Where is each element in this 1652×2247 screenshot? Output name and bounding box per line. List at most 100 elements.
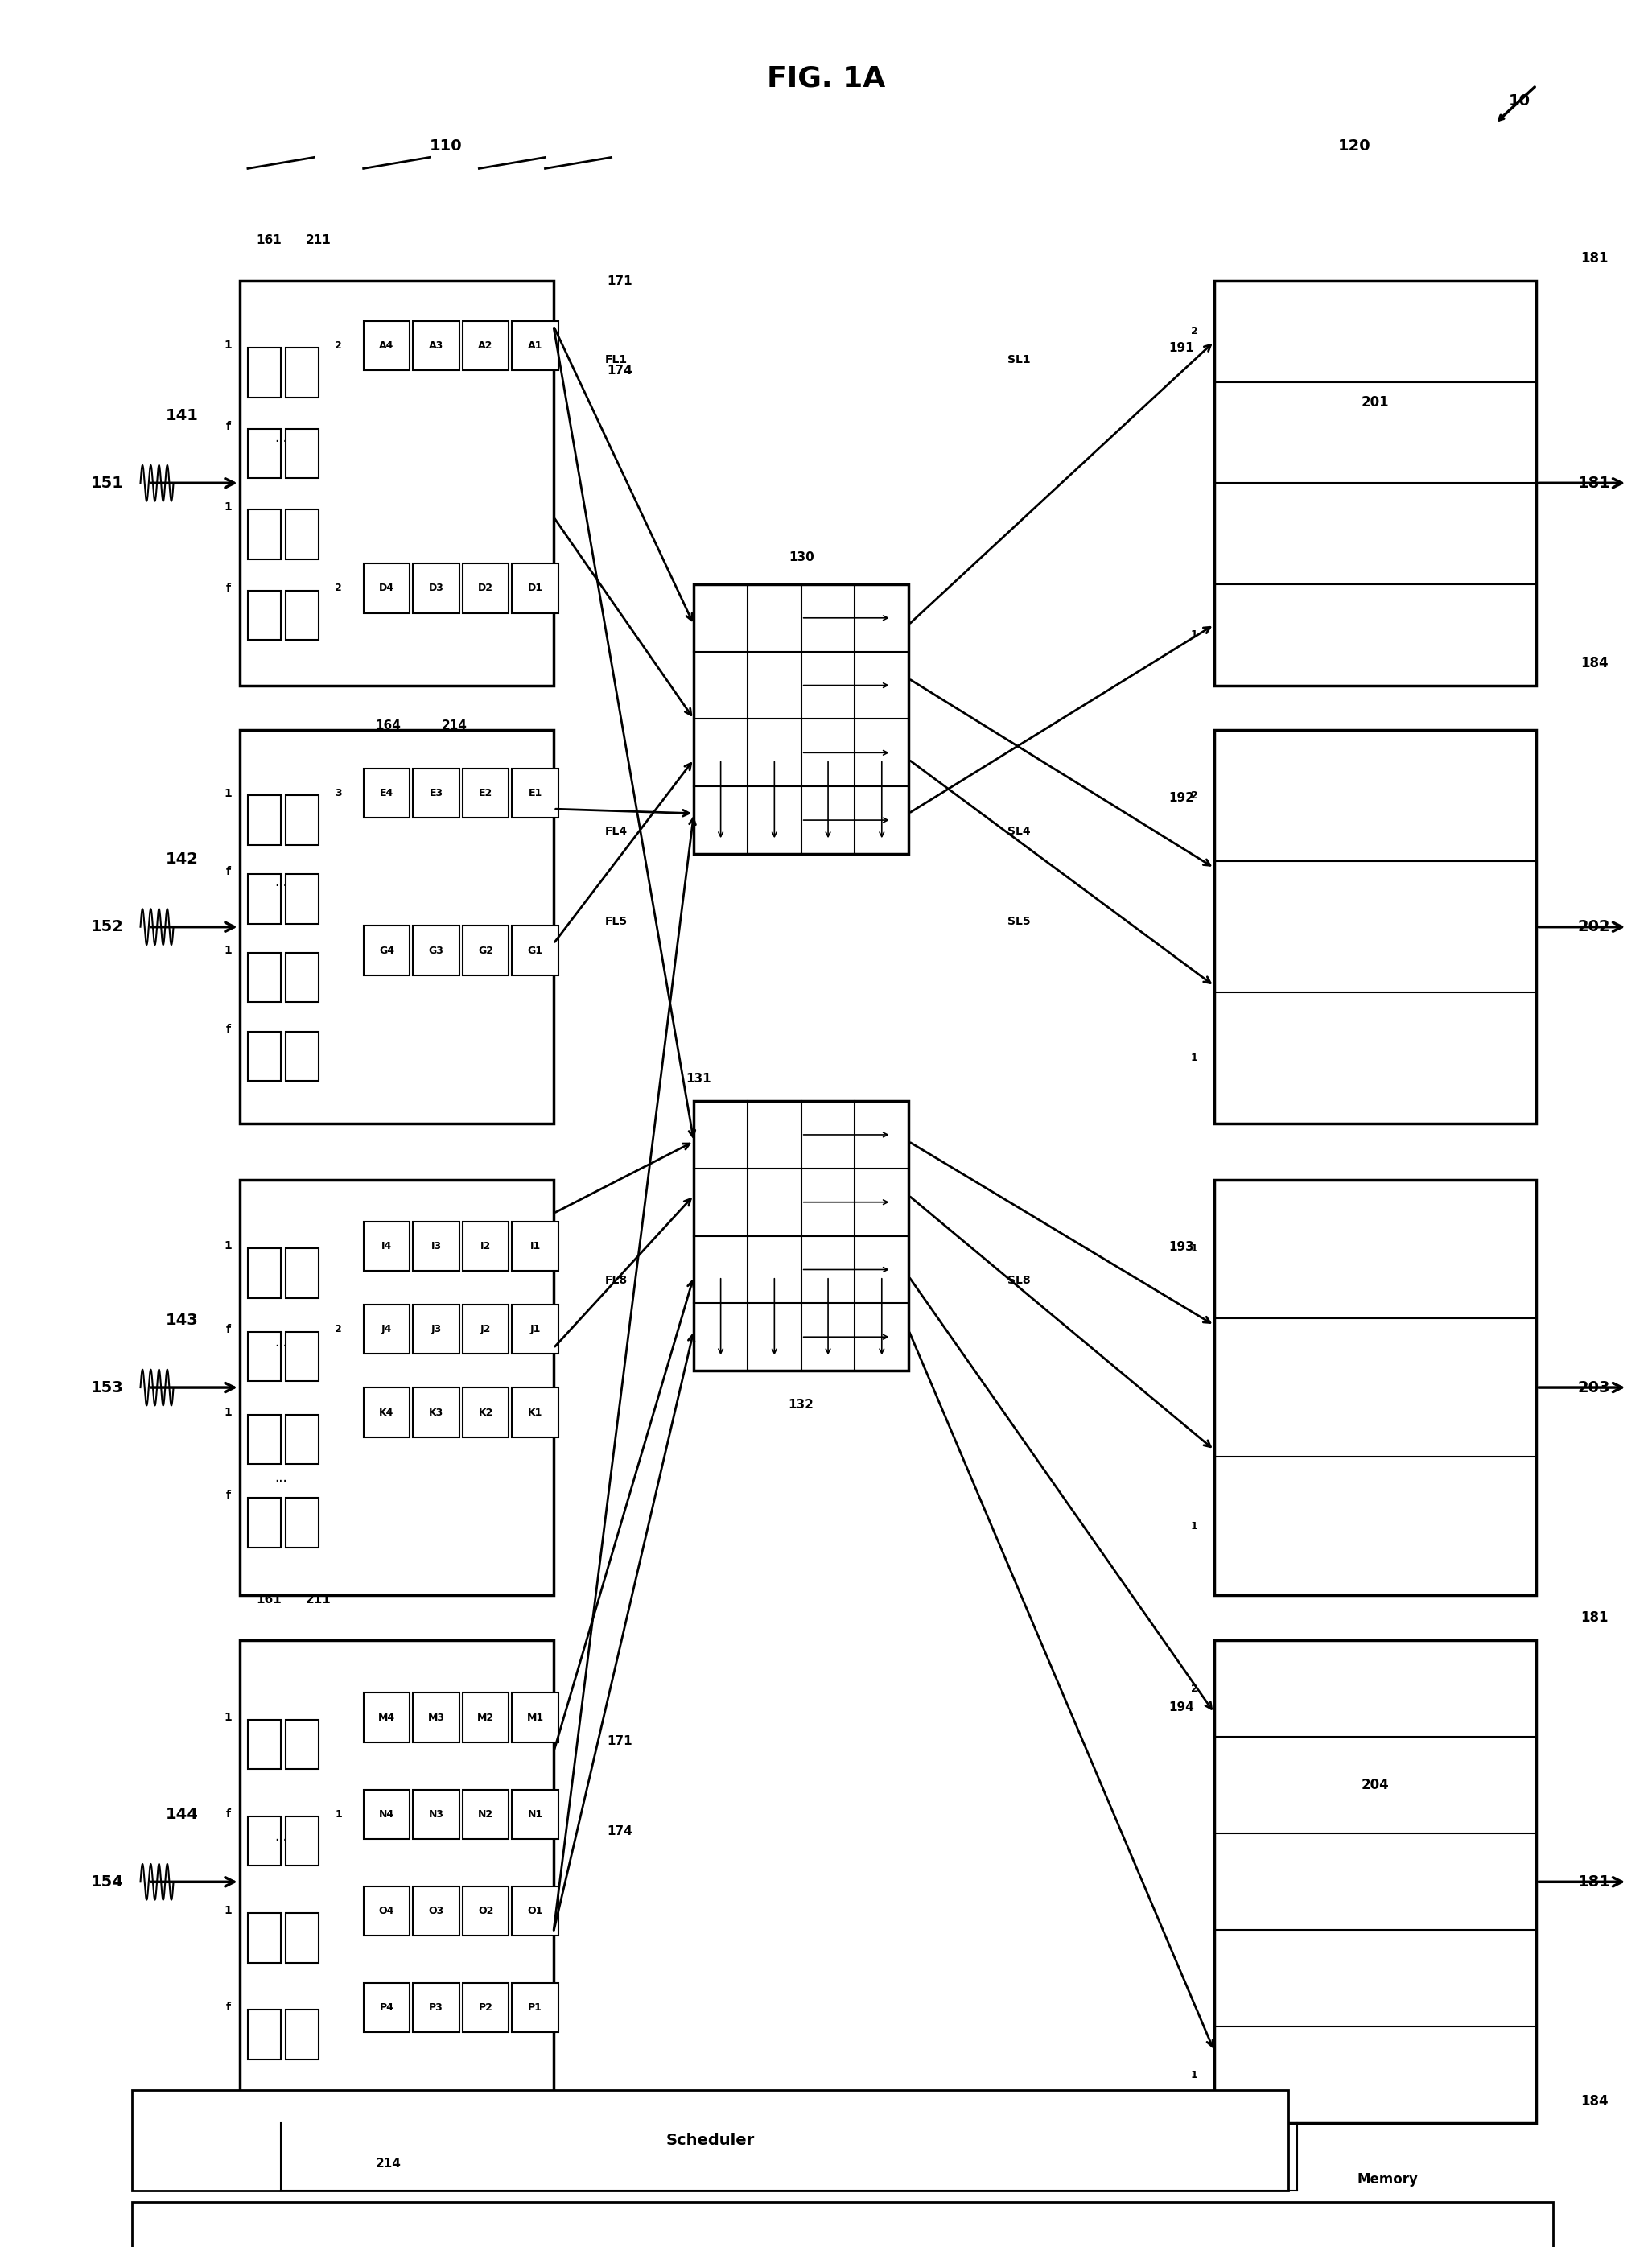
Bar [363,1389,410,1438]
Bar [286,1912,319,1962]
Text: K1: K1 [529,1407,542,1418]
Text: E1: E1 [529,789,542,798]
Text: 1: 1 [1191,1521,1198,1530]
Text: 130: 130 [788,551,814,564]
Text: 191: 191 [1168,342,1194,355]
Text: Scheduler: Scheduler [666,2132,755,2148]
Text: P2: P2 [479,2002,492,2013]
Text: G1: G1 [527,946,544,955]
Bar [286,2009,319,2058]
Text: A2: A2 [479,339,492,351]
Text: f: f [226,2002,230,2013]
Bar [286,1416,319,1465]
Text: 174: 174 [606,1825,633,1838]
Bar [1214,281,1536,685]
Bar [512,768,558,818]
Bar [363,926,410,975]
Text: 1: 1 [225,501,231,512]
Text: 154: 154 [91,1874,124,1890]
Bar [413,768,459,818]
Bar [248,1416,281,1465]
Bar [512,1692,558,1741]
Bar [1214,730,1536,1124]
Bar [512,1789,558,1838]
Bar [363,1789,410,1838]
Bar [512,1222,558,1272]
Text: K4: K4 [380,1407,393,1418]
Bar [286,953,319,1002]
Bar [286,348,319,398]
Text: G3: G3 [428,946,444,955]
Text: ...: ... [274,431,287,445]
Text: 181: 181 [1578,476,1611,490]
Text: D4: D4 [378,582,395,593]
Text: O1: O1 [527,1905,544,1917]
Text: N1: N1 [527,1809,544,1820]
Text: 144: 144 [165,1807,198,1822]
Bar [248,510,281,560]
Text: 192: 192 [1168,791,1194,804]
Text: 181: 181 [1581,1611,1607,1625]
Text: 211: 211 [306,1593,330,1607]
Bar [363,1222,410,1272]
Bar [286,429,319,479]
Text: 141: 141 [165,409,198,422]
Bar [694,584,909,854]
Bar [286,795,319,845]
Text: 1: 1 [225,1712,231,1723]
Bar [413,1222,459,1272]
Text: K2: K2 [479,1407,492,1418]
Bar [286,1719,319,1768]
Text: M2: M2 [477,1712,494,1723]
Text: f: f [226,1809,230,1820]
Text: G2: G2 [477,946,494,955]
Text: E3: E3 [430,789,443,798]
Text: O4: O4 [378,1905,395,1917]
Text: K3: K3 [430,1407,443,1418]
Text: O2: O2 [477,1905,494,1917]
Text: f: f [226,420,230,431]
Text: 1: 1 [225,1240,231,1252]
Bar [512,321,558,371]
Bar [286,1332,319,1382]
Bar [286,1816,319,1865]
Text: 143: 143 [165,1312,198,1328]
Text: 10: 10 [1508,94,1531,108]
Text: J2: J2 [481,1323,491,1335]
Text: 1: 1 [1191,1054,1198,1063]
Bar [286,1249,319,1299]
Text: P1: P1 [529,2002,542,2013]
Bar [413,1692,459,1741]
Text: f: f [226,1323,230,1335]
Text: SL8: SL8 [1008,1274,1031,1288]
Bar [240,1180,553,1595]
Text: N3: N3 [428,1809,444,1820]
Bar [512,1306,558,1355]
Bar [248,795,281,845]
Text: 184: 184 [1581,2094,1607,2108]
Text: f: f [226,1022,230,1036]
Text: N2: N2 [477,1809,494,1820]
Text: J4: J4 [382,1323,392,1335]
Text: ...: ... [274,1829,287,1845]
Text: 184: 184 [1581,656,1607,670]
Text: D3: D3 [428,582,444,593]
Text: 131: 131 [686,1072,710,1085]
Text: J1: J1 [530,1323,540,1335]
Text: f: f [226,865,230,879]
Text: A4: A4 [380,339,393,351]
Bar [240,1640,553,2123]
Bar [286,1499,319,1548]
Bar [1214,1180,1536,1595]
Bar [463,321,509,371]
Text: I3: I3 [431,1240,441,1252]
Bar [463,1222,509,1272]
Text: M4: M4 [378,1712,395,1723]
Bar [248,1249,281,1299]
Text: 1: 1 [1191,629,1198,640]
Text: f: f [226,582,230,593]
Text: O3: O3 [428,1905,444,1917]
Text: A1: A1 [529,339,542,351]
Bar [413,321,459,371]
Text: 110: 110 [430,139,463,153]
